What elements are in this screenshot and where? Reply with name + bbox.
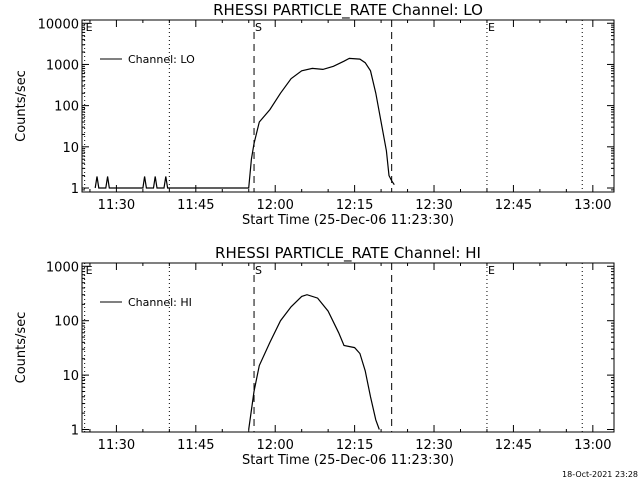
legend-label: Channel: LO [128,53,195,66]
y-axis-label: Counts/sec [14,312,29,384]
x-tick-label: 12:00 [256,438,293,453]
x-tick-label: 11:45 [177,198,214,213]
x-tick-label: 12:30 [415,438,452,453]
event-marker-label: E [488,21,495,34]
x-tick-label: 12:45 [495,198,532,213]
y-tick-label: 10 [62,141,79,156]
chart-title: RHESSI PARTICLE_RATE Channel: LO [213,1,483,20]
y-tick-label: 1000 [46,58,79,73]
event-marker-label: E [488,264,495,277]
x-tick-label: 12:00 [256,198,293,213]
plot-frame [81,262,615,433]
event-marker-label: E [86,264,93,277]
footer-timestamp: 18-Oct-2021 23:28 [562,470,638,479]
x-tick-label: 11:30 [98,198,135,213]
x-tick-label: 12:45 [495,438,532,453]
event-marker-label: S [255,21,262,34]
y-tick-label: 100 [54,100,79,115]
y-tick-label: 10000 [38,17,79,32]
plot-frame [81,19,615,193]
x-tick-label: 11:45 [177,438,214,453]
y-tick-label: 1 [71,424,79,439]
x-tick-label: 13:00 [574,198,611,213]
x-tick-label: 12:15 [336,438,373,453]
y-tick-label: 1000 [46,260,79,275]
y-tick-label: 100 [54,315,79,330]
x-tick-label: 13:00 [574,438,611,453]
y-tick-label: 1 [71,182,79,197]
y-axis-label: Counts/sec [14,70,29,142]
x-tick-label: 12:15 [336,198,373,213]
x-tick-label: 12:30 [415,198,452,213]
y-tick-label: 10 [62,369,79,384]
event-marker-label: E [86,21,93,34]
series-line [94,57,395,189]
event-marker-label: S [255,264,262,277]
x-axis-label: Start Time (25-Dec-06 11:23:30) [242,213,454,228]
x-tick-label: 11:30 [98,438,135,453]
chart-title: RHESSI PARTICLE_RATE Channel: HI [215,244,481,263]
legend-label: Channel: HI [128,296,192,309]
x-axis-label: Start Time (25-Dec-06 11:23:30) [242,453,454,468]
series-line [248,294,380,430]
